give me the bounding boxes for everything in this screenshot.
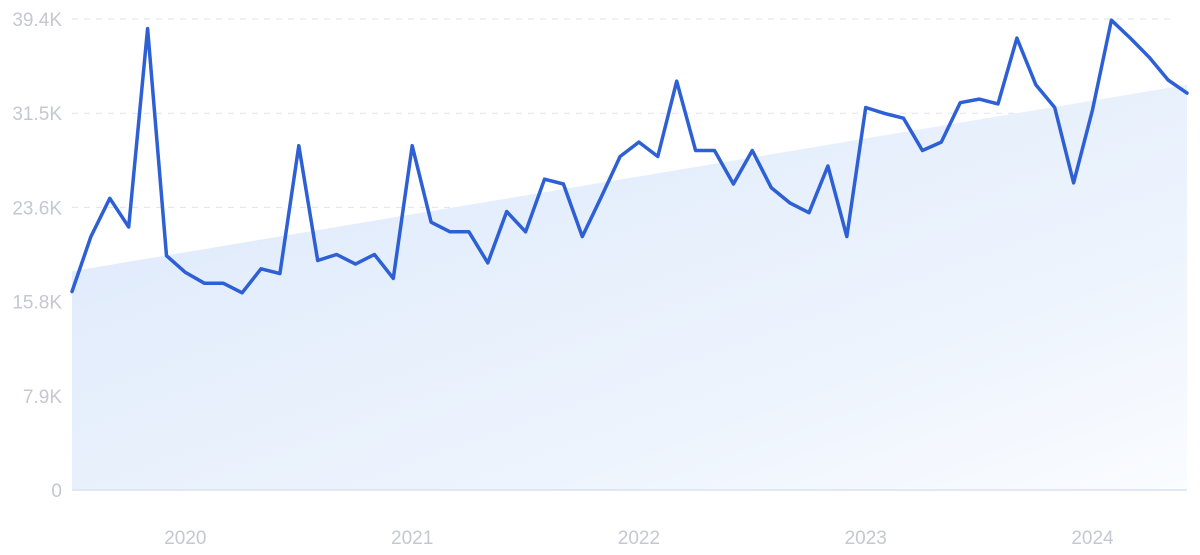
data-point [1034,83,1038,87]
data-point [996,102,1000,106]
data-point [1128,36,1132,40]
data-point [713,148,717,152]
y-tick-label: 31.5K [12,104,62,125]
y-tick-label: 23.6K [12,198,62,219]
data-point [1015,36,1019,40]
data-point [164,254,168,258]
data-point [694,148,698,152]
data-point [524,230,528,234]
y-tick-label: 0 [51,481,62,502]
data-point [297,144,301,148]
data-point [788,201,792,205]
data-point [883,111,887,115]
data-point [920,148,924,152]
data-point [1166,78,1170,82]
data-point [561,182,565,186]
x-tick-label: 2022 [618,528,660,549]
data-point [278,272,282,276]
data-point [637,140,641,144]
data-point [202,281,206,285]
data-point [505,209,509,213]
x-tick-label: 2021 [391,528,433,549]
x-tick-label: 2020 [164,528,206,549]
data-point [221,281,225,285]
data-point [807,211,811,215]
data-point [939,140,943,144]
data-point [542,177,546,181]
y-tick-label: 15.8K [12,293,62,314]
data-point [1091,108,1095,112]
data-point [335,253,339,257]
series-line [70,18,1189,295]
data-point [902,116,906,120]
x-tick-label: 2023 [845,528,887,549]
data-point [618,154,622,158]
data-point [580,235,584,239]
data-point [486,261,490,265]
x-tick-label: 2024 [1071,528,1114,549]
data-point [599,195,603,199]
data-point [146,27,150,31]
data-point [675,79,679,83]
data-point [656,154,660,158]
data-point [731,182,735,186]
trend-area [72,84,1187,491]
data-point [448,230,452,234]
data-point [391,276,395,280]
data-point [977,97,981,101]
data-point [183,270,187,274]
data-point [769,186,773,190]
data-point [127,225,131,229]
data-point [429,220,433,224]
data-point [353,262,357,266]
data-point [845,235,849,239]
data-point [467,230,471,234]
data-point [70,290,74,294]
data-point [240,291,244,295]
data-point [1147,55,1151,59]
data-point [410,144,414,148]
data-point [89,235,93,239]
data-point [259,267,263,271]
data-point [1109,18,1113,22]
y-tick-label: 39.4K [12,10,62,31]
data-point [1053,105,1057,109]
data-point [372,253,376,257]
y-tick-label: 7.9K [23,387,62,408]
data-point [108,196,112,200]
data-point [1185,91,1189,95]
data-point [750,148,754,152]
data-point [864,105,868,109]
data-point [316,258,320,262]
data-point [826,164,830,168]
data-point [958,101,962,105]
data-point [1072,181,1076,185]
